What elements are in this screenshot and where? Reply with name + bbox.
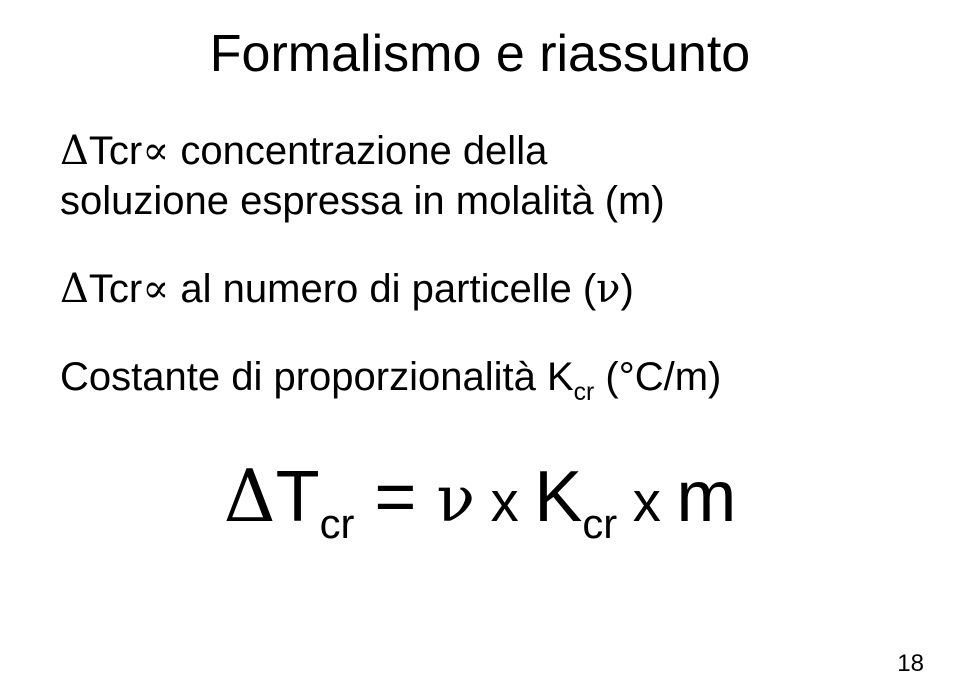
kcr-subscript: cr [574,379,595,406]
formula-T: T [276,457,320,537]
slide-title: Formalismo e riassunto [60,24,900,84]
line-2-text: al numero di particelle ( [169,267,596,311]
delta-symbol: Δ [60,128,89,174]
line-3: Costante di proporzionalità Kcr (°C/m) [60,352,900,408]
line-1-text-a: concentrazione della [169,129,547,173]
delta-symbol: Δ [224,454,276,538]
formula: ΔTcr = ν x Kcr x m [224,457,737,537]
proportional-symbol: ∝ [142,266,169,312]
slide: Formalismo e riassunto ΔTcr∝ concentrazi… [0,0,960,698]
line-3-text-b: (°C/m) [594,355,721,399]
nu-symbol: ν [436,462,475,536]
formula-x-1: x [475,470,534,533]
tcr-text: Tcr [89,129,142,173]
proportional-symbol: ∝ [142,128,169,174]
formula-K: K [534,457,582,537]
tcr-text: Tcr [89,267,142,311]
nu-symbol: ν [596,266,620,312]
line-2-close: ) [620,267,633,311]
line-2: ΔTcr∝ al numero di particelle (ν) [60,264,900,314]
formula-eq: = [354,457,436,537]
formula-x-2: x [617,470,676,533]
formula-container: ΔTcr = ν x Kcr x m [60,454,900,546]
line-1-text-c: molalità [456,179,594,223]
line-1-text-d: (m) [594,179,665,223]
formula-sub-cr-1: cr [320,500,355,547]
line-1-text-b: soluzione espressa in [60,179,456,223]
line-1: ΔTcr∝ concentrazione della soluzione esp… [60,126,900,226]
page-number: 18 [897,650,924,678]
line-3-text-a: Costante di proporzionalità K [60,355,574,399]
formula-sub-cr-2: cr [582,500,617,547]
formula-m: m [676,457,736,537]
delta-symbol: Δ [60,266,89,312]
